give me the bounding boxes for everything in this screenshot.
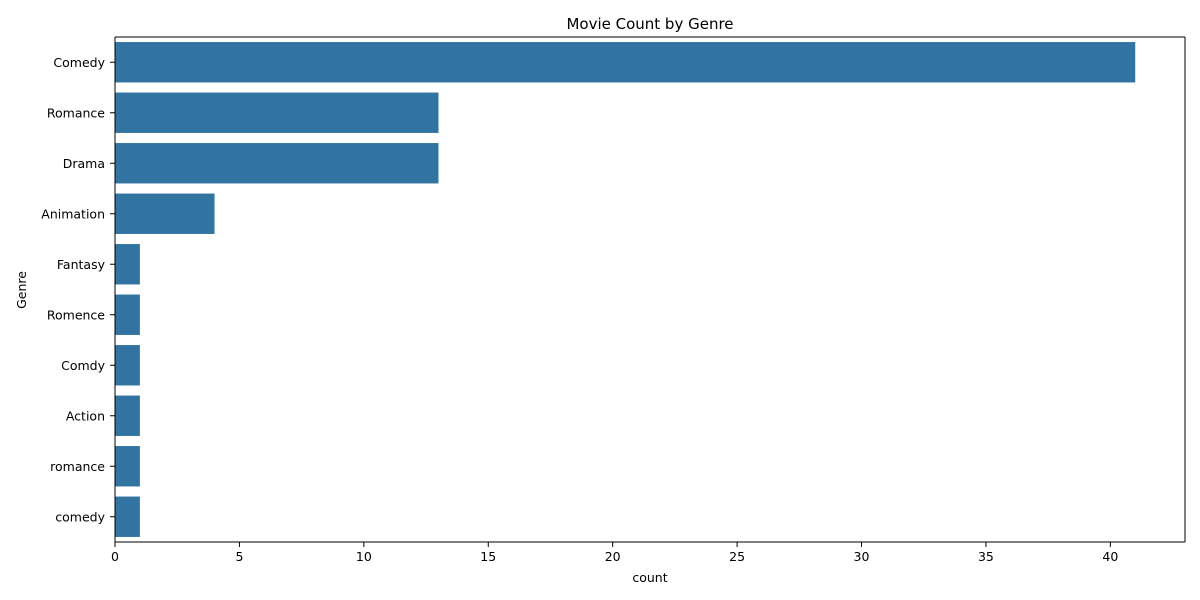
y-tick-label: Romence (47, 307, 105, 322)
y-tick-label: Action (66, 408, 105, 423)
x-tick-label: 5 (235, 549, 243, 564)
y-tick-label: comedy (55, 509, 105, 524)
x-tick-label: 30 (854, 549, 870, 564)
bar-Comdy (115, 345, 140, 386)
x-axis-title: count (632, 570, 667, 585)
y-tick-label: Fantasy (57, 257, 106, 272)
bar-Comedy (115, 42, 1136, 83)
bar-Action (115, 395, 140, 436)
y-axis-ticks: Comedy Romance Drama Animation Fantasy Romenc… (41, 55, 115, 524)
bar-romance (115, 446, 140, 487)
y-tick-label: Romance (47, 105, 105, 120)
bar-Drama (115, 143, 439, 184)
bars-group (115, 42, 1136, 537)
bar-Romence (115, 294, 140, 335)
chart-title: Movie Count by Genre (566, 15, 733, 33)
x-tick-label: 35 (978, 549, 994, 564)
bar-Romance (115, 92, 439, 133)
x-axis-ticks: 0 5 10 15 20 25 30 35 40 (111, 542, 1118, 564)
y-axis-title: Genre (14, 271, 29, 309)
x-tick-label: 15 (480, 549, 496, 564)
y-tick-label: romance (50, 459, 105, 474)
y-tick-label: Drama (63, 156, 105, 171)
x-tick-label: 0 (111, 549, 119, 564)
y-tick-label: Animation (41, 206, 105, 221)
x-tick-label: 40 (1102, 549, 1118, 564)
x-tick-label: 10 (356, 549, 372, 564)
bar-Fantasy (115, 244, 140, 285)
y-tick-label: Comdy (61, 358, 105, 373)
y-tick-label: Comedy (53, 55, 105, 70)
x-tick-label: 25 (729, 549, 745, 564)
x-tick-label: 20 (605, 549, 621, 564)
bar-Animation (115, 193, 215, 234)
bar-comedy (115, 496, 140, 537)
